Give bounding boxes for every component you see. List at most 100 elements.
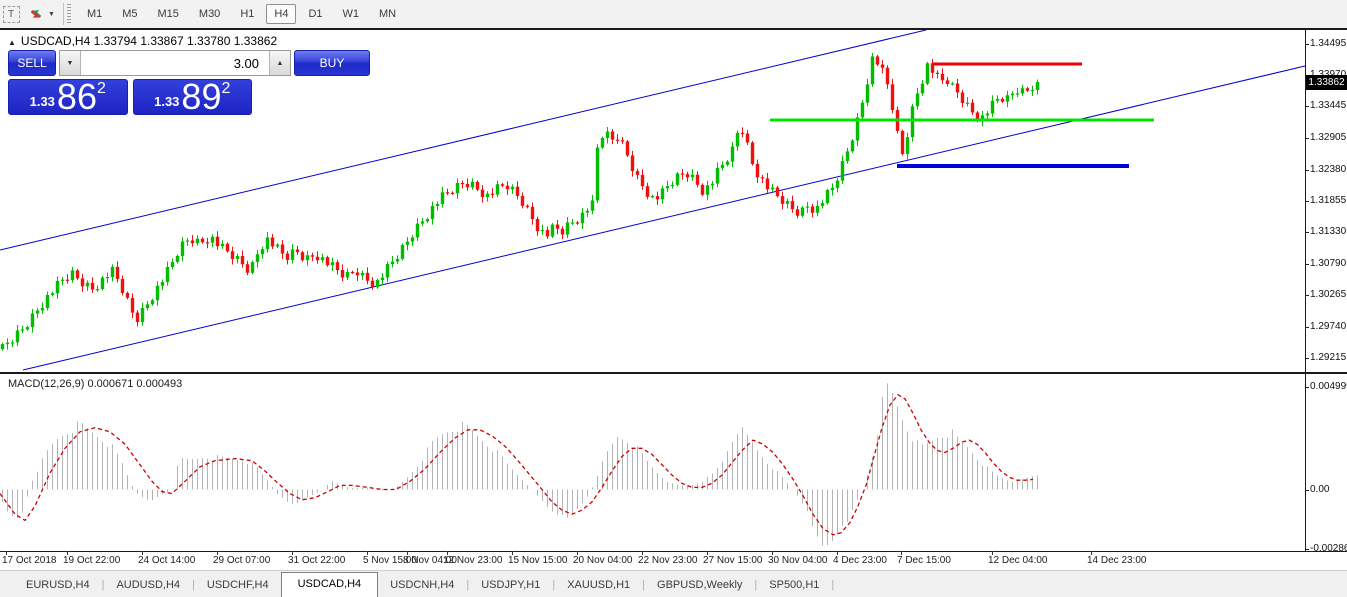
buy-price-pip: 2	[221, 80, 231, 97]
time-axis-label: 22 Nov 23:00	[638, 555, 698, 566]
price-tick	[1305, 264, 1309, 265]
sell-price-prefix: 1.33	[29, 94, 55, 109]
time-tick	[6, 551, 7, 555]
lower-channel-line[interactable]	[22, 65, 1306, 371]
current-price-tag: 1.33862	[1306, 75, 1347, 90]
chart-tab-usdchf-h4[interactable]: USDCHF,H4	[206, 579, 269, 591]
text-cursor-icon[interactable]: T	[2, 5, 20, 23]
time-axis-border	[0, 551, 1347, 552]
macd-indicator-canvas[interactable]	[0, 374, 1347, 551]
macd-histogram	[2, 383, 1038, 546]
timeframe-button-w1[interactable]: W1	[342, 8, 360, 20]
chart-top-border	[0, 28, 1347, 30]
macd-axis-label: 0.004999	[1310, 381, 1347, 392]
timeframe-button-m5[interactable]: M5	[122, 8, 138, 20]
time-axis-label: 20 Nov 04:00	[573, 555, 633, 566]
chart-tab-usdcnh-h4[interactable]: USDCNH,H4	[390, 579, 455, 591]
time-tick	[67, 551, 68, 555]
chart-tab-sp500-h1[interactable]: SP500,H1	[769, 579, 820, 591]
chart-tab-gbpusd-weekly[interactable]: GBPUSD,Weekly	[657, 579, 743, 591]
time-axis-label: 7 Dec 15:00	[897, 555, 951, 566]
timeframe-button-m30[interactable]: M30	[198, 8, 221, 20]
time-tick	[577, 551, 578, 555]
time-tick	[1091, 551, 1092, 555]
time-tick	[992, 551, 993, 555]
chart-tab-audusd-h4[interactable]: AUDUSD,H4	[116, 579, 181, 591]
candlesticks	[0, 52, 1040, 351]
price-axis-label: 1.31855	[1310, 195, 1347, 206]
tab-separator: |	[642, 579, 646, 591]
time-tick	[512, 551, 513, 555]
price-axis-label: 1.30265	[1310, 289, 1347, 300]
time-axis-label: 8 Nov 04:00	[403, 555, 457, 566]
sell-price-panel[interactable]: 1.33 86 2	[8, 79, 128, 115]
dropdown-caret-icon[interactable]: ▼	[48, 10, 55, 18]
tab-separator: |	[831, 579, 835, 591]
timeframe-button-h1[interactable]: H1	[240, 8, 255, 20]
timeframe-toolbar: T ▼ M1 M5 M15 M30 H1 H4 D1 W1 MN	[0, 0, 1347, 28]
pane-separator[interactable]	[0, 372, 1347, 374]
volume-increase-button[interactable]: ▲	[269, 51, 290, 75]
buy-button[interactable]: BUY	[294, 50, 370, 76]
time-axis-label: 17 Oct 2018	[2, 555, 57, 566]
tab-separator: |	[101, 579, 105, 591]
macd-axis-label: 0.00	[1310, 484, 1330, 495]
price-axis-line	[1305, 28, 1306, 552]
chart-tab-usdcad-h4[interactable]: USDCAD,H4	[280, 572, 379, 597]
upper-channel-line[interactable]	[0, 30, 927, 251]
trade-arrows-icon[interactable]	[28, 5, 44, 23]
price-axis-label: 1.29215	[1310, 352, 1347, 363]
timeframe-button-m1[interactable]: M1	[86, 8, 103, 20]
collapse-panel-icon[interactable]: ▲	[8, 38, 16, 47]
timeframe-button-h4[interactable]: H4	[266, 4, 297, 24]
toolbar-grip-handle[interactable]	[66, 4, 71, 24]
time-axis-label: 12 Nov 23:00	[443, 555, 503, 566]
price-axis-label: 1.32905	[1310, 132, 1347, 143]
price-axis-label: 1.33970	[1310, 69, 1346, 80]
macd-tick	[1305, 490, 1309, 491]
price-axis-label: 1.31330	[1310, 226, 1347, 237]
macd-tick	[1305, 387, 1309, 388]
tab-separator: |	[192, 579, 195, 591]
price-chart-canvas[interactable]	[0, 30, 1347, 372]
timeframe-bar: M1 M5 M15 M30 H1 H4 D1 W1 MN	[77, 4, 406, 24]
timeframe-button-m15[interactable]: M15	[157, 8, 179, 20]
time-axis-label: 31 Oct 22:00	[288, 555, 346, 566]
price-axis-label: 1.29740	[1310, 321, 1347, 332]
price-tick	[1305, 358, 1309, 359]
time-axis-label: 5 Nov 15:00	[363, 555, 417, 566]
symbol-title: USDCAD,H4 1.33794 1.33867 1.33780 1.3386…	[20, 34, 278, 48]
volume-input[interactable]	[81, 51, 269, 75]
buy-price-digits: 89	[181, 76, 222, 117]
macd-signal-line	[0, 393, 1034, 536]
timeframe-button-mn[interactable]: MN	[379, 8, 397, 20]
macd-tick	[1305, 549, 1309, 550]
buy-price-prefix: 1.33	[154, 94, 180, 109]
time-axis-label: 12 Dec 04:00	[988, 555, 1048, 566]
time-axis-label: 4 Dec 23:00	[833, 555, 887, 566]
volume-decrease-button[interactable]: ▼	[60, 51, 81, 75]
sell-price-pip: 2	[96, 80, 106, 97]
macd-label: MACD(12,26,9) 0.000671 0.000493	[8, 378, 183, 390]
chart-tab-xauusd-h1[interactable]: XAUUSD,H1	[567, 579, 631, 591]
one-click-trade-panel: SELL ▼ ▲ BUY 1.33 86 2 1.33 89 2	[8, 50, 370, 117]
symbol-ohlc-line: ▲ USDCAD,H4 1.33794 1.33867 1.33780 1.338…	[8, 34, 277, 48]
time-tick	[217, 551, 218, 555]
price-tick	[1305, 170, 1309, 171]
chart-tab-usdjpy-h1[interactable]: USDJPY,H1	[481, 579, 541, 591]
timeframe-button-d1[interactable]: D1	[308, 8, 323, 20]
time-tick	[367, 551, 368, 555]
price-axis-label: 1.30790	[1310, 258, 1347, 269]
chart-tab-eurusd-h4[interactable]: EURUSD,H4	[26, 579, 90, 591]
volume-stepper: ▼ ▲	[59, 50, 291, 76]
time-axis-label: 24 Oct 14:00	[138, 555, 196, 566]
sell-price-digits: 86	[56, 76, 97, 117]
sell-button[interactable]: SELL	[8, 50, 56, 76]
time-axis-label: 19 Oct 22:00	[63, 555, 121, 566]
tab-separator: |	[552, 579, 556, 591]
buy-price-panel[interactable]: 1.33 89 2	[132, 76, 252, 117]
time-axis-label: 30 Nov 04:00	[768, 555, 828, 566]
time-tick	[142, 551, 143, 555]
price-axis-label: 1.34495	[1310, 38, 1347, 49]
time-tick	[707, 551, 708, 555]
